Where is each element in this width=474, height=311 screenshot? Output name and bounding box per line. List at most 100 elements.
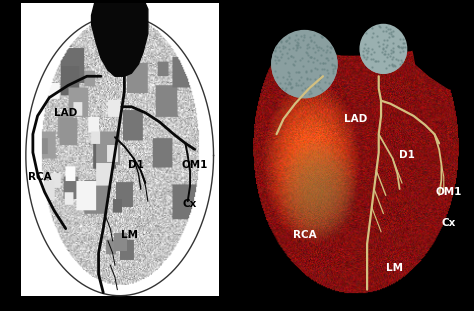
Point [371,49,378,54]
Point [275,44,283,49]
Point [313,67,320,72]
Point [287,84,294,89]
Point [362,57,370,62]
Point [319,60,327,65]
Point [326,44,333,49]
Point [316,74,323,79]
Point [300,91,308,96]
Point [296,58,303,63]
Point [328,61,336,66]
Point [316,60,324,65]
Point [319,48,327,53]
Point [315,45,322,50]
Point [311,76,319,81]
Point [286,81,294,86]
Point [374,34,381,39]
Point [302,70,310,75]
Point [389,29,397,34]
Point [287,54,294,59]
Point [396,49,404,54]
Point [387,32,395,37]
Point [287,76,294,81]
Point [304,58,311,63]
Point [385,35,392,40]
Point [398,44,405,49]
Point [323,74,331,79]
Point [379,47,387,52]
Point [378,49,385,54]
Point [316,75,324,80]
Point [282,85,290,90]
Point [372,58,379,63]
Point [306,84,313,89]
Point [307,90,314,95]
Point [329,67,337,72]
Point [328,62,336,67]
Point [285,36,292,41]
Point [398,45,406,50]
Point [295,77,302,82]
Point [305,44,313,49]
Point [283,37,291,42]
Point [319,35,326,40]
Point [389,63,396,68]
Point [272,54,279,59]
Point [369,26,376,31]
Point [396,36,404,41]
Point [379,42,386,47]
Point [279,44,287,49]
Point [315,79,323,84]
Point [400,44,407,49]
Point [388,63,395,68]
Ellipse shape [272,30,337,98]
Point [292,82,300,87]
Point [362,57,370,62]
Point [308,39,315,44]
Point [272,61,280,66]
Point [374,39,382,44]
Point [323,67,331,72]
Point [361,45,368,50]
Point [293,40,301,45]
Point [305,85,312,90]
Point [322,56,329,61]
Point [367,52,374,57]
Point [376,24,384,29]
Point [311,83,319,88]
Point [390,63,397,67]
Point [383,37,391,42]
Point [289,54,296,59]
Point [395,45,402,50]
Point [328,56,336,61]
Point [285,40,292,45]
Point [271,58,278,63]
Point [293,42,301,47]
Point [304,58,311,63]
Point [292,32,300,37]
Point [318,34,325,39]
Point [304,42,311,47]
Point [327,45,335,50]
Point [388,57,396,62]
Point [383,42,391,47]
Point [387,32,395,37]
Point [286,81,294,86]
Point [359,49,366,53]
Point [382,66,390,71]
Point [329,70,337,75]
Point [325,81,332,86]
Point [286,81,294,86]
Point [292,70,300,75]
Point [310,81,318,86]
Point [362,48,370,53]
Point [371,58,379,63]
Point [374,39,382,44]
Point [331,65,339,70]
Point [274,58,282,63]
Point [311,65,319,70]
Point [331,63,338,68]
Point [360,54,367,59]
Point [387,48,395,53]
Point [286,81,294,86]
Point [319,66,326,71]
